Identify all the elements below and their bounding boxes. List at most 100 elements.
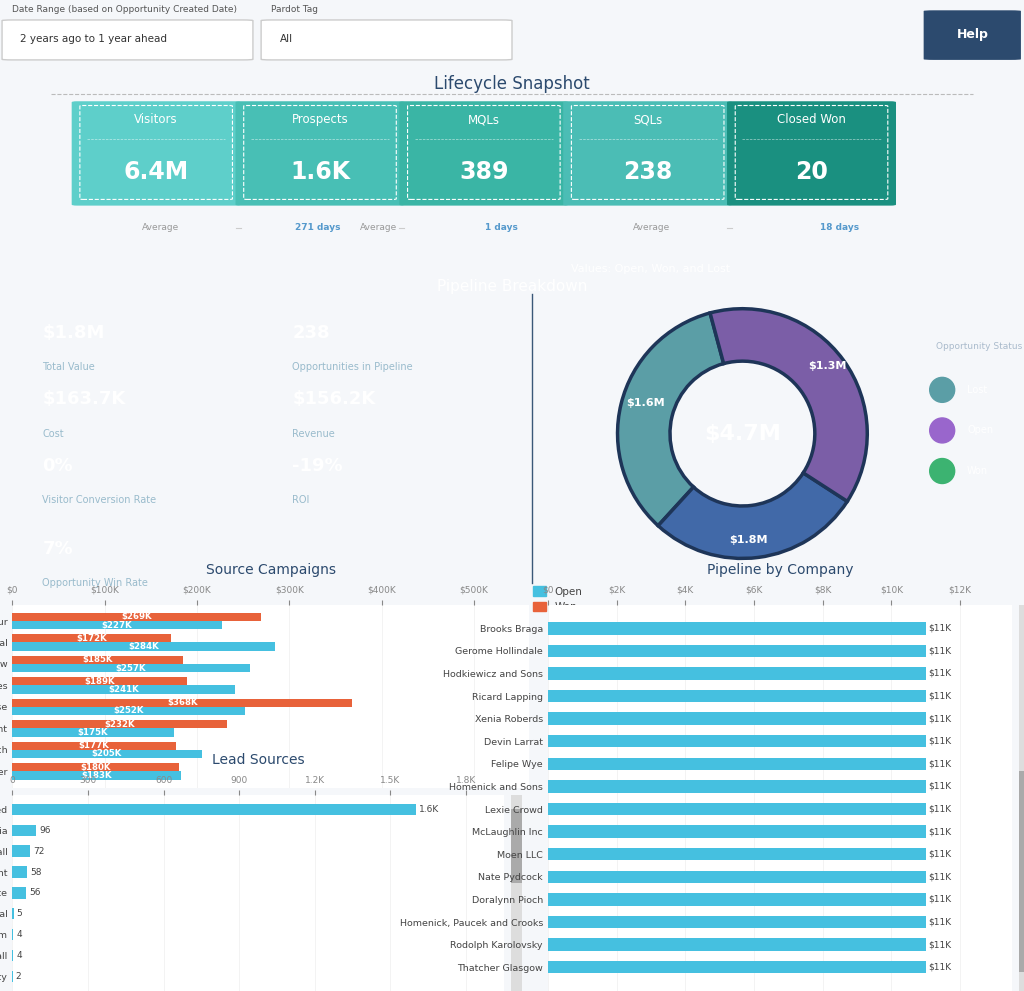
Text: $11K: $11K — [929, 782, 951, 791]
Text: $241K: $241K — [109, 685, 139, 694]
Bar — [12, 634, 171, 642]
FancyBboxPatch shape — [563, 101, 732, 205]
Text: Lifecycle Snapshot: Lifecycle Snapshot — [434, 75, 590, 93]
Text: $11K: $11K — [929, 918, 951, 927]
Text: 58: 58 — [30, 867, 41, 876]
Text: $368K: $368K — [167, 699, 198, 708]
Bar — [548, 667, 926, 680]
Text: $11K: $11K — [929, 646, 951, 655]
FancyBboxPatch shape — [236, 101, 404, 205]
Text: Pipeline Breakdown: Pipeline Breakdown — [437, 279, 587, 294]
Text: $177K: $177K — [79, 741, 110, 750]
Text: $205K: $205K — [92, 749, 122, 758]
Text: $1.6M: $1.6M — [626, 398, 665, 408]
Text: Date Range (based on Opportunity Created Date): Date Range (based on Opportunity Created… — [12, 5, 238, 14]
Text: $11K: $11K — [929, 759, 951, 768]
Text: 4: 4 — [16, 931, 22, 939]
FancyBboxPatch shape — [1019, 605, 1024, 991]
Circle shape — [930, 378, 954, 402]
Title: Lead Sources: Lead Sources — [212, 753, 304, 767]
Text: $232K: $232K — [104, 719, 135, 728]
Text: 6.4M: 6.4M — [124, 160, 188, 183]
Bar — [548, 938, 926, 950]
Text: 18 days: 18 days — [820, 223, 859, 232]
Text: $284K: $284K — [128, 642, 159, 651]
Text: $163.7K: $163.7K — [42, 390, 126, 408]
Title: Source Campaigns: Source Campaigns — [206, 563, 336, 577]
Text: 96: 96 — [40, 826, 51, 834]
Text: Opportunity Name: Opportunity Name — [555, 651, 565, 741]
Text: $11K: $11K — [929, 805, 951, 814]
Text: 271 days: 271 days — [295, 223, 340, 232]
Bar — [548, 848, 926, 860]
Text: Open: Open — [967, 425, 993, 435]
Text: Closed Won: Closed Won — [777, 113, 846, 126]
Text: $11K: $11K — [929, 692, 951, 701]
Text: $252K: $252K — [114, 707, 144, 716]
Text: Revenue: Revenue — [292, 428, 335, 439]
Text: Visitors: Visitors — [134, 113, 178, 126]
Text: $11K: $11K — [929, 872, 951, 881]
Bar — [12, 677, 186, 686]
Text: $11K: $11K — [929, 940, 951, 949]
Bar — [548, 645, 926, 657]
Wedge shape — [617, 313, 724, 525]
Text: $185K: $185K — [83, 655, 113, 664]
Bar — [12, 621, 222, 629]
Text: 4: 4 — [16, 951, 22, 960]
Text: Opportunity Win Rate: Opportunity Win Rate — [42, 578, 148, 588]
Text: 5: 5 — [16, 910, 23, 919]
Text: 2: 2 — [15, 972, 22, 981]
Bar — [12, 845, 31, 857]
Bar — [12, 866, 27, 878]
Text: 2 years ago to 1 year ahead: 2 years ago to 1 year ahead — [20, 34, 168, 44]
Text: $11K: $11K — [929, 962, 951, 972]
Bar — [548, 803, 926, 816]
Bar — [12, 741, 176, 750]
Text: $172K: $172K — [77, 634, 108, 643]
FancyBboxPatch shape — [511, 809, 522, 883]
Circle shape — [930, 418, 954, 443]
Text: 7%: 7% — [42, 540, 73, 558]
Bar — [548, 916, 926, 929]
Title: Pipeline by Company: Pipeline by Company — [707, 563, 853, 577]
Bar — [548, 758, 926, 770]
Bar — [548, 826, 926, 837]
Text: MQLs: MQLs — [468, 113, 500, 126]
Wedge shape — [658, 473, 847, 558]
Bar — [548, 780, 926, 793]
FancyBboxPatch shape — [924, 10, 1021, 59]
FancyBboxPatch shape — [399, 101, 568, 205]
Text: SQLs: SQLs — [633, 113, 663, 126]
Text: Values: Open, Won, and Lost: Values: Open, Won, and Lost — [570, 264, 730, 274]
Text: Average: Average — [142, 223, 179, 232]
Bar — [12, 825, 37, 836]
FancyBboxPatch shape — [727, 101, 896, 205]
FancyBboxPatch shape — [72, 101, 241, 205]
Wedge shape — [710, 309, 867, 501]
Text: $4.7M: $4.7M — [703, 423, 781, 444]
Bar — [12, 804, 416, 816]
Text: 1.6K: 1.6K — [290, 160, 350, 183]
Text: $11K: $11K — [929, 827, 951, 836]
Text: $257K: $257K — [116, 664, 146, 673]
Text: Pardot Tag: Pardot Tag — [271, 5, 318, 14]
Text: 389: 389 — [459, 160, 509, 183]
Text: $175K: $175K — [78, 728, 109, 737]
Text: $11K: $11K — [929, 623, 951, 633]
Text: 0%: 0% — [42, 457, 73, 475]
Circle shape — [930, 459, 954, 484]
Bar — [548, 735, 926, 747]
Bar — [12, 728, 174, 736]
FancyBboxPatch shape — [2, 20, 253, 59]
Bar — [12, 642, 274, 651]
Bar — [12, 699, 352, 707]
Text: 20: 20 — [795, 160, 828, 183]
Text: Help: Help — [956, 29, 989, 42]
Text: 72: 72 — [34, 846, 45, 855]
Text: Total Value: Total Value — [42, 362, 95, 373]
Text: 238: 238 — [623, 160, 673, 183]
FancyBboxPatch shape — [511, 795, 522, 991]
Text: 56: 56 — [30, 888, 41, 898]
Text: Prospects: Prospects — [292, 113, 348, 126]
